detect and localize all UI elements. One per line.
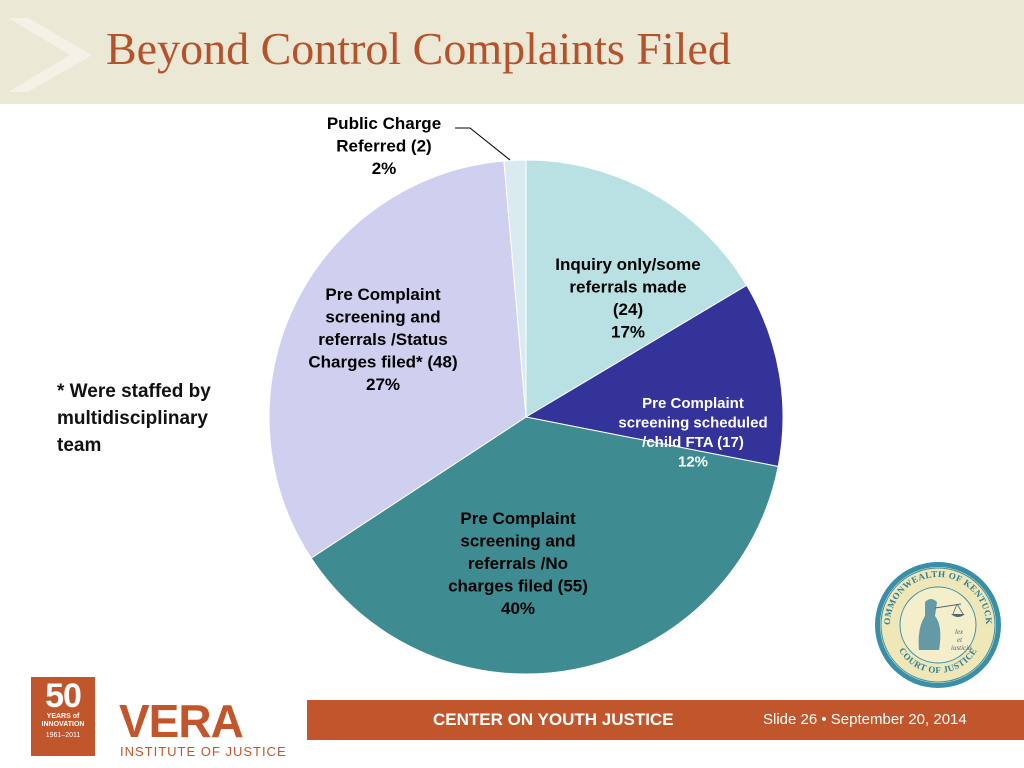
pie-slice-2 [310,416,779,675]
pie-slice-3 [268,160,527,559]
vera-logo-subtitle: INSTITUTE OF JUSTICE [120,744,287,759]
chevron-icon [8,18,92,92]
title-band: Beyond Control Complaints Filed [0,0,1024,104]
seal-motto-3: iusticia [951,644,972,652]
slice-label-2: Pre Complaint screening and referrals /No c… [448,509,588,618]
pie-slice-4 [503,159,527,418]
court-seal: lex et iusticia COMMONWEALTH OF KENTUCKY… [873,560,1001,688]
seal-motto-2: et [957,636,963,644]
slice-label-1: Pre Complaint screening scheduled/child F… [618,395,767,471]
pie-slice-1 [524,284,784,468]
slice-label-3: Pre Complaint screening and referrals /Sta… [308,285,457,394]
anniversary-line1: YEARS of [46,713,80,720]
anniversary-years: 1961–2011 [45,732,81,739]
footnote: * Were staffed by multidisciplinary team [57,381,211,456]
anniversary-number: 50 [45,677,82,715]
slide-number-date: Slide 26 • September 20, 2014 [763,711,967,728]
slice-label-0: Inquiry only/some referrals made (24) 17% [555,255,700,342]
pie-chart: Inquiry only/some referrals made (24) 17% Pr… [268,114,784,675]
vera-logo-text: VERA [119,695,244,747]
vera-logo [117,700,307,740]
slice-label-4: Public Charge Referred (2) 2% [327,114,441,178]
leader-line [455,127,511,161]
footer-center-label: CENTER ON YOUTH JUSTICE [433,710,674,729]
anniversary-logo: 50 YEARS of INNOVATION 1961–2011 [31,677,95,756]
seal-motto-1: lex [955,628,964,636]
pie-slice-0 [525,159,748,418]
anniversary-line2: INNOVATION [41,721,85,728]
slide-title: Beyond Control Complaints Filed [106,23,731,74]
